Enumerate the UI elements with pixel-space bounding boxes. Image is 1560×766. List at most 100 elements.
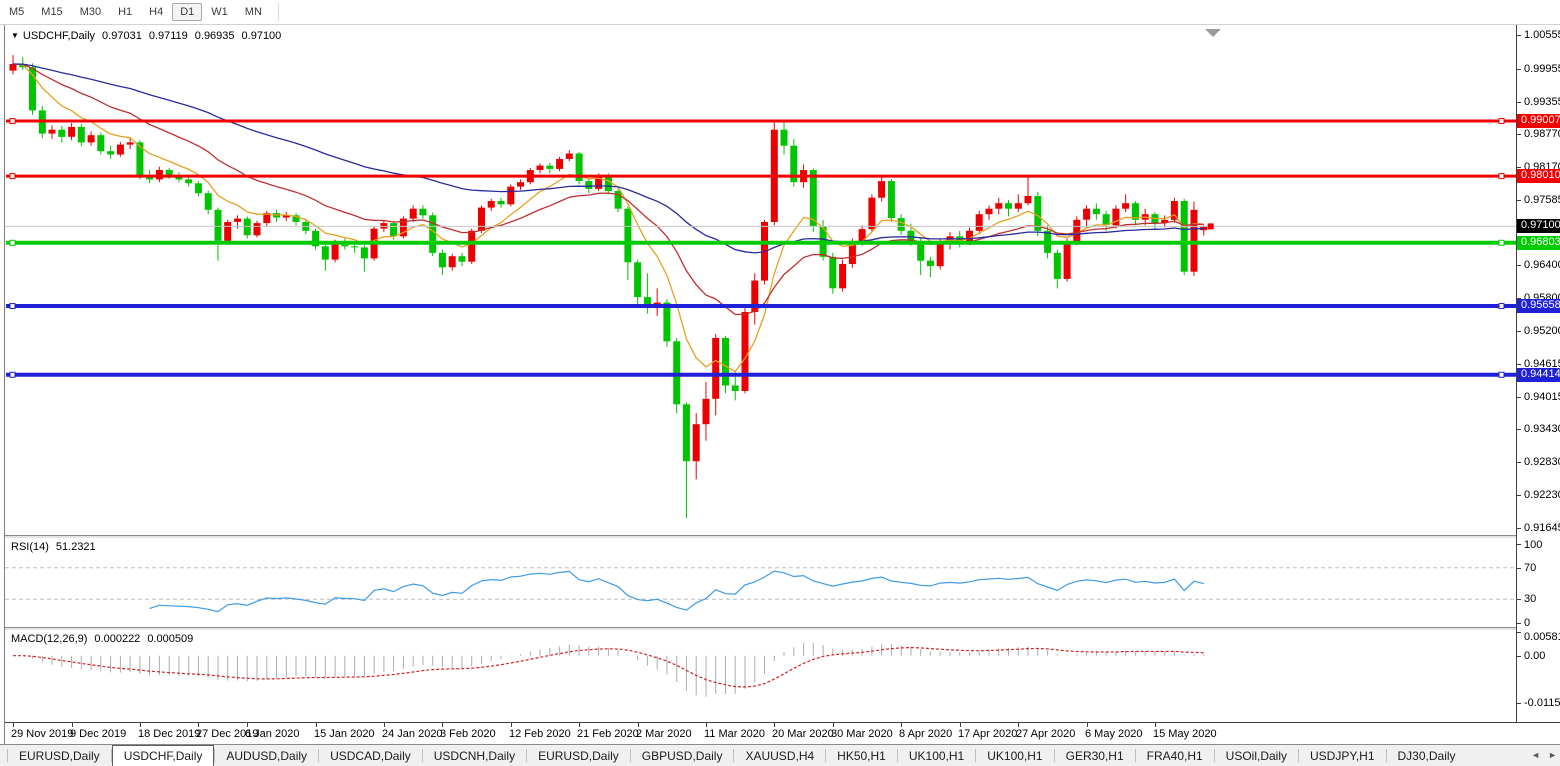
time-tick-label: 17 Apr 2020 [958,728,1018,740]
timeframe-button-h1[interactable]: H1 [118,6,133,18]
time-tick-label: 2 Mar 2020 [636,728,692,740]
timeframe-button-d1[interactable]: D1 [172,3,203,21]
time-tick [442,723,443,727]
macd-tick-label: 0.00 [1524,650,1546,662]
last-price-marker [1207,223,1214,230]
rsi-tick [1517,544,1521,545]
price-tick-label: 0.94015 [1524,391,1560,403]
hline-handle[interactable] [9,239,16,246]
candle-body [565,153,573,159]
tab-usdjpy-h1[interactable]: USDJPY,H1 [1310,748,1375,763]
tab-eurusd-daily[interactable]: EURUSD,Daily [538,748,619,763]
tab-eurusd-daily[interactable]: EURUSD,Daily [19,748,100,763]
tab-fra40-h1[interactable]: FRA40,H1 [1146,748,1203,763]
time-tick [774,723,775,727]
main-chart-pane[interactable] [5,25,1516,535]
level-price-box: 0.98010 [1517,169,1560,183]
time-axis[interactable]: 29 Nov 2019 9 Dec 2019 18 Dec 2019 27 Dec 2… [5,722,1560,744]
timeframe-button-mn[interactable]: MN [244,6,262,18]
hline-handle[interactable] [1498,118,1505,125]
tab-usdcad-daily[interactable]: USDCAD,Daily [330,748,411,763]
hline-handle[interactable] [1498,239,1505,246]
candle-body [185,179,193,184]
price-tick [1517,495,1521,496]
candle-body [546,165,554,169]
timeframe-button-m30[interactable]: M30 [79,6,102,18]
rsi-pane[interactable] [5,538,1516,627]
hline-handle[interactable] [9,173,16,180]
candle-body [1073,219,1081,242]
tab-uk100-h1[interactable]: UK100,H1 [987,748,1043,763]
price-tick-label: 0.92830 [1524,456,1560,468]
level-price-box: 0.94414 [1517,368,1560,382]
candle-body [604,175,612,192]
time-tick [1155,723,1156,727]
tab-usoil-daily[interactable]: USOil,Daily [1225,748,1288,763]
candle-body [1200,226,1208,231]
tab-scroll-right-button[interactable]: ► [1548,750,1557,760]
candle-body [58,129,66,137]
hline-handle[interactable] [1498,371,1505,378]
candle-body [878,181,886,198]
price-tick-label: 0.93430 [1524,423,1560,435]
hline-handle[interactable] [1498,303,1505,310]
tab-usdcnh-daily[interactable]: USDCNH,Daily [433,748,516,763]
tab-stub [0,749,8,762]
candle-body [936,241,944,267]
candle-body [848,241,856,264]
timeframe-button-w1[interactable]: W1 [211,6,228,18]
macd-pane[interactable] [5,630,1516,722]
time-tick-label: 3 Feb 2020 [440,728,496,740]
tab-bar: EURUSD,Daily USDCHF,Daily AUDUSD,Daily USDC… [0,744,1560,766]
tab-hk50-h1[interactable]: HK50,H1 [837,748,886,763]
candle-body [468,230,476,262]
tab-dj30-daily[interactable]: DJ30,Daily [1397,748,1456,763]
price-tick [1517,35,1521,36]
symbol-dropdown-icon[interactable]: ▼ [11,31,19,40]
time-tick-label: 6 Jan 2020 [245,728,300,740]
candle-body [995,203,1003,209]
hline-handle[interactable] [9,303,16,310]
candle-body [536,165,544,170]
price-axis[interactable]: 1.00555 0.99955 0.99355 0.98770 0.98170 0.975… [1516,25,1560,722]
price-tick-label: 0.99955 [1524,63,1560,75]
level-price-box: 0.96803 [1517,236,1560,250]
hline-handle[interactable] [9,371,16,378]
price-tick-label: 0.91645 [1524,522,1560,534]
candle-body [194,183,202,194]
time-tick-label: 6 May 2020 [1085,728,1143,740]
tab-gbpusd-daily[interactable]: GBPUSD,Daily [641,748,723,763]
title-symbol: USDCHF,Daily [22,30,96,42]
candle-body [380,223,388,229]
candle-body [1170,201,1178,220]
price-tick-label: 0.97585 [1524,194,1560,206]
candle-body [858,229,866,242]
autoscroll-marker-icon[interactable] [1205,29,1221,37]
rsi-tick-label: 100 [1524,539,1543,551]
tab-xauusd-h4[interactable]: XAUUSD,H4 [745,748,815,763]
price-tick [1517,331,1521,332]
candle-body [887,181,895,219]
timeframe-button-h4[interactable]: H4 [149,6,164,18]
tab-usdchf-daily[interactable]: USDCHF,Daily [111,745,215,766]
hline-handle[interactable] [1498,173,1505,180]
rsi-tick-label: 0 [1524,617,1531,629]
title-low: 0.96935 [194,30,235,42]
candle-body [595,175,603,189]
hline-handle[interactable] [9,118,16,125]
candle-body [741,312,749,391]
candle-body [663,302,671,342]
tab-uk100-h1[interactable]: UK100,H1 [908,748,965,763]
candle-body [1034,196,1042,231]
time-tick-label: 20 Mar 2020 [772,728,834,740]
ma-8-line [12,63,1204,373]
timeframe-button-m15[interactable]: M15 [41,6,63,18]
candle-body [692,424,700,462]
timeframe-button-m5[interactable]: M5 [9,6,25,18]
price-tick-label: 0.92230 [1524,489,1560,501]
tab-ger30-h1[interactable]: GER30,H1 [1065,748,1124,763]
tab-separator [318,749,320,762]
tab-scroll-left-button[interactable]: ◄ [1531,750,1541,760]
tab-audusd-daily[interactable]: AUDUSD,Daily [226,748,308,763]
